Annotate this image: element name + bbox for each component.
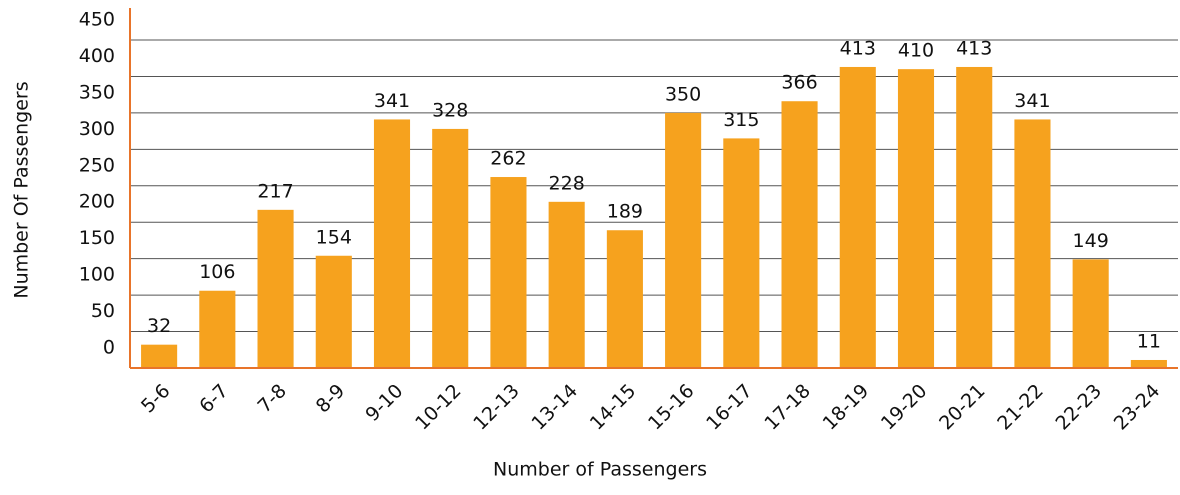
bar xyxy=(606,230,643,368)
bar xyxy=(199,290,236,368)
bar xyxy=(548,201,585,368)
x-tick-label: 9-10 xyxy=(361,380,407,426)
bar xyxy=(839,66,876,369)
data-label: 106 xyxy=(199,261,235,283)
data-label: 366 xyxy=(781,72,817,94)
x-tick-label: 7-8 xyxy=(253,380,291,418)
bar xyxy=(665,112,702,368)
y-axis-title: Number Of Passengers xyxy=(11,81,33,298)
y-tick-label: 50 xyxy=(91,300,115,322)
data-label: 32 xyxy=(147,315,171,337)
bar xyxy=(432,128,469,368)
x-tick-label: 20-21 xyxy=(935,380,990,435)
x-axis-title: Number of Passengers xyxy=(493,459,707,481)
y-tick-label: 250 xyxy=(79,154,115,176)
y-tick-label: 100 xyxy=(79,264,115,286)
data-label: 11 xyxy=(1137,330,1161,352)
bar xyxy=(956,66,993,369)
x-tick-label: 8-9 xyxy=(312,380,350,418)
data-label: 410 xyxy=(898,40,934,62)
data-label: 189 xyxy=(607,201,643,223)
data-label: 341 xyxy=(374,90,410,112)
bar xyxy=(897,69,935,369)
data-label: 217 xyxy=(257,180,293,202)
y-tick-label: 450 xyxy=(79,9,115,31)
x-tick-label: 21-22 xyxy=(993,380,1048,435)
bar xyxy=(781,101,818,368)
data-label: 154 xyxy=(316,226,352,248)
bar xyxy=(1014,119,1051,369)
x-tick-label: 10-12 xyxy=(411,380,466,435)
x-tick-label: 14-15 xyxy=(586,380,641,435)
x-tick-label: 23-24 xyxy=(1110,380,1165,435)
x-tick-label: 22-23 xyxy=(1051,380,1106,435)
data-label: 228 xyxy=(549,172,585,194)
data-label: 149 xyxy=(1073,230,1109,252)
x-tick-label: 17-18 xyxy=(760,380,815,435)
bar xyxy=(490,177,527,368)
bar xyxy=(141,344,178,368)
data-label: 328 xyxy=(432,99,468,121)
x-tick-label: 19-20 xyxy=(877,380,932,435)
data-label: 350 xyxy=(665,83,701,105)
y-tick-label: 400 xyxy=(79,45,115,67)
bar xyxy=(257,209,294,368)
y-tick-label: 200 xyxy=(79,191,115,213)
x-tick-label: 5-6 xyxy=(137,380,175,418)
x-tick-label: 15-16 xyxy=(644,380,699,435)
x-tick-label: 18-19 xyxy=(819,380,874,435)
data-label: 341 xyxy=(1014,90,1050,112)
x-tick-label: 6-7 xyxy=(195,380,233,418)
bar xyxy=(723,138,760,368)
y-tick-label: 350 xyxy=(79,81,115,103)
x-tick-label: 13-14 xyxy=(527,380,582,435)
bar xyxy=(1130,359,1167,368)
y-tick-label: 0 xyxy=(103,337,115,359)
data-label: 413 xyxy=(840,37,876,59)
bar xyxy=(315,255,352,368)
x-tick-label: 12-13 xyxy=(469,380,524,435)
bar xyxy=(1072,259,1109,368)
y-tick-label: 150 xyxy=(79,227,115,249)
bar xyxy=(373,119,411,369)
data-label: 315 xyxy=(723,109,759,131)
x-tick-label: 16-17 xyxy=(702,380,757,435)
y-tick-label: 300 xyxy=(79,118,115,140)
data-label: 262 xyxy=(490,148,526,170)
data-label: 413 xyxy=(956,37,992,59)
